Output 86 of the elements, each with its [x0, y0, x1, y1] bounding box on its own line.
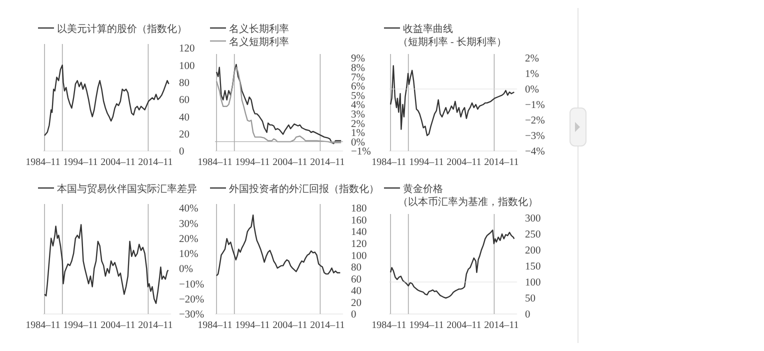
y-tick-label: 100 [351, 250, 367, 262]
y-tick-label: 150 [525, 262, 541, 273]
x-tick-label: 2014–11 [310, 157, 345, 168]
x-tick-label: 1984–11 [198, 157, 232, 168]
y-tick-label: 80 [351, 262, 362, 274]
y-tick-label: −10% [179, 279, 204, 290]
y-tick-label: 140 [351, 227, 367, 238]
x-tick-label: 2014–11 [310, 320, 345, 331]
y-tick-label: −30% [179, 310, 204, 321]
y-tick-label: 20% [179, 234, 198, 245]
x-tick-label: 1984–11 [198, 320, 232, 331]
y-tick-label: −3% [525, 131, 546, 142]
line-series [390, 230, 515, 299]
y-tick-label: 80 [179, 78, 190, 90]
y-tick-label: 160 [351, 215, 367, 226]
y-tick-label: 1% [351, 128, 366, 140]
y-tick-label: 40% [179, 204, 198, 215]
y-tick-label: 2% [525, 54, 540, 65]
x-tick-label: 2014–11 [484, 157, 519, 168]
y-tick-label: 9% [351, 54, 366, 65]
x-tick-label: 1984–11 [26, 320, 60, 331]
y-tick-label: 7% [351, 72, 366, 84]
y-tick-label: 60 [351, 274, 362, 286]
y-tick-label: 5% [351, 90, 366, 102]
y-tick-label: 60 [179, 95, 190, 106]
y-tick-label: 0% [351, 137, 366, 148]
y-tick-label: 0% [525, 84, 540, 96]
legend-label: 名义短期利率 [229, 36, 289, 48]
legend-label: 名义长期利率 [229, 23, 289, 35]
x-tick-label: 2014–11 [138, 320, 173, 331]
line-series [44, 224, 169, 304]
y-tick-label: −20% [179, 294, 204, 306]
y-tick-label: 40 [179, 112, 190, 124]
y-tick-label: 100 [179, 60, 195, 72]
y-tick-label: 100 [525, 278, 541, 289]
y-tick-label: 2% [351, 118, 366, 130]
y-tick-label: 0 [525, 310, 530, 321]
y-tick-label: 10% [179, 249, 198, 260]
x-tick-label: 2004–11 [100, 157, 136, 168]
y-tick-label: 20 [179, 130, 190, 141]
x-tick-label: 2004–11 [100, 320, 136, 331]
y-tick-label: 0 [351, 310, 356, 321]
y-tick-label: 0% [179, 264, 194, 276]
line-series [216, 214, 341, 276]
y-tick-label: −1% [351, 146, 372, 158]
y-tick-label: 300 [525, 214, 541, 225]
y-tick-label: −4% [525, 146, 546, 158]
y-tick-label: 3% [351, 109, 366, 120]
x-tick-label: 1984–11 [372, 320, 406, 331]
y-tick-label: 6% [351, 82, 366, 93]
y-tick-label: 120 [351, 239, 367, 250]
x-tick-label: 2004–11 [272, 157, 308, 168]
y-tick-label: 20 [351, 298, 362, 309]
y-tick-label: 1% [525, 69, 540, 80]
x-tick-label: 2004–11 [446, 157, 482, 168]
x-tick-label: 1994–11 [409, 320, 444, 331]
legend-label: 以美元计算的股价（指数化） [57, 23, 187, 35]
y-tick-label: 0 [179, 146, 184, 158]
x-tick-label: 1994–11 [235, 320, 270, 331]
x-tick-label: 2004–11 [272, 320, 308, 331]
x-tick-label: 1984–11 [372, 157, 406, 168]
y-tick-label: 8% [351, 62, 366, 74]
x-tick-label: 1994–11 [63, 157, 98, 168]
y-tick-label: 40 [351, 286, 362, 298]
x-tick-label: 1994–11 [409, 157, 444, 168]
y-tick-label: 200 [525, 246, 541, 257]
line-series [390, 65, 515, 136]
y-tick-label: 180 [351, 204, 367, 215]
line-series [44, 64, 170, 136]
x-tick-label: 2014–11 [484, 320, 519, 331]
x-tick-label: 1994–11 [235, 157, 270, 168]
y-tick-label: 30% [179, 218, 198, 230]
x-tick-label: 2004–11 [446, 320, 482, 331]
legend-label: 本国与贸易伙伴国实际汇率差异 [57, 183, 197, 195]
x-tick-label: 1994–11 [63, 320, 98, 331]
y-tick-label: 50 [525, 294, 536, 305]
y-tick-label: −2% [525, 116, 546, 127]
y-tick-label: 4% [351, 100, 366, 112]
y-tick-label: 250 [525, 230, 541, 241]
x-tick-label: 1984–11 [26, 157, 60, 168]
y-tick-label: −1% [525, 100, 546, 112]
legend-label: 收益率曲线（短期利率 - 长期利率） [398, 23, 506, 48]
x-tick-label: 2014–11 [138, 157, 173, 168]
legend-label: 外国投资者的外汇回报（指数化） [229, 183, 379, 195]
legend-label: 黄金价格（以本币汇率为基准，指数化） [398, 183, 538, 208]
y-tick-label: 120 [179, 44, 195, 55]
